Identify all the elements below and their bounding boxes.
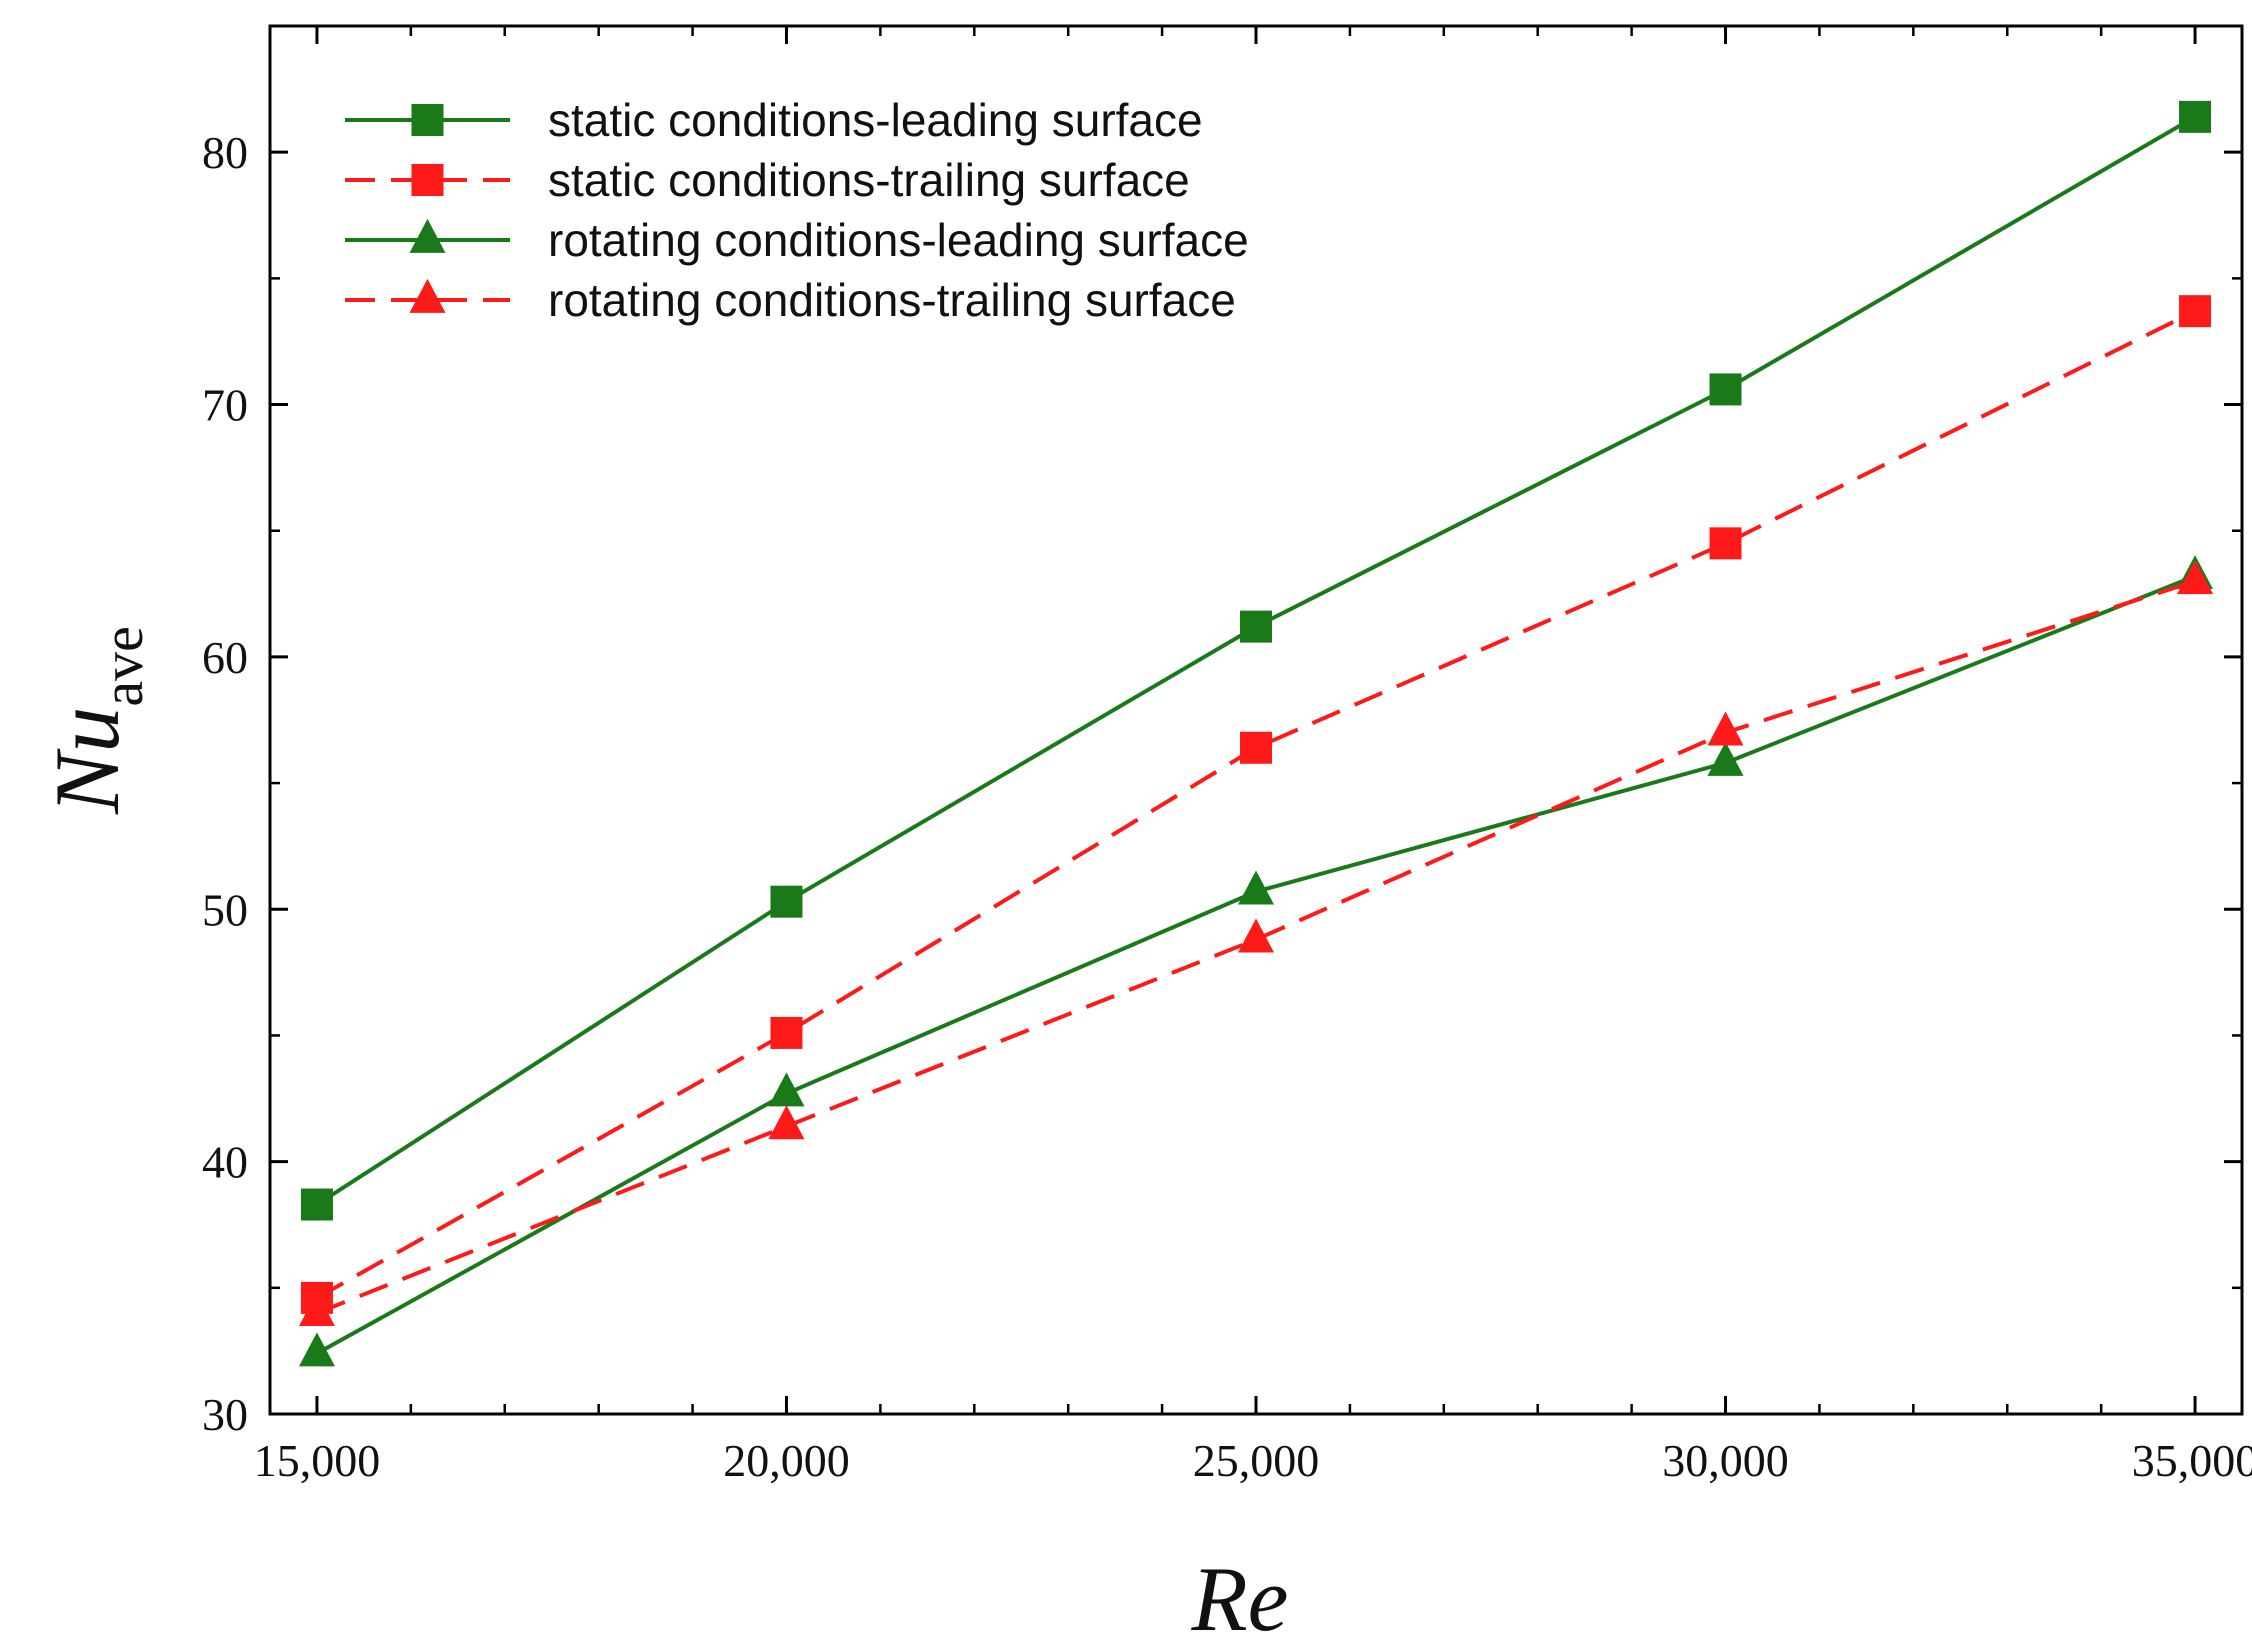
data-point <box>770 1016 803 1049</box>
axis-titles: Re Nuave <box>36 626 1289 1650</box>
legend-marker <box>411 104 444 136</box>
x-axis-title: Re <box>1190 1548 1288 1650</box>
data-point <box>2179 295 2212 328</box>
data-point <box>1238 918 1274 953</box>
y-tick-label: 50 <box>202 884 248 935</box>
legend-item-3: rotating conditions-leading surface <box>345 214 1249 266</box>
y-tick-label: 80 <box>202 127 248 178</box>
legend-item-2: static conditions-trailing surface <box>345 154 1190 206</box>
y-tick-label: 40 <box>202 1137 248 1188</box>
y-axis-title-subscript: ave <box>90 626 155 707</box>
axis-ticks: 15,000 20,000 25,000 30,000 35,000 30 40 50 60 70… <box>202 26 2252 1486</box>
y-tick-label: 30 <box>202 1389 248 1440</box>
data-point <box>1240 610 1272 643</box>
legend-item-4: rotating conditions-trailing surface <box>345 274 1236 326</box>
legend-label: static conditions-trailing surface <box>548 154 1190 206</box>
data-point <box>1707 711 1744 746</box>
x-tick-label: 35,000 <box>2132 1435 2252 1486</box>
x-tick-label: 20,000 <box>723 1435 850 1486</box>
data-point <box>1709 373 1742 406</box>
x-tick-label: 25,000 <box>1193 1435 1320 1486</box>
legend-marker <box>409 218 446 253</box>
series-1 <box>300 100 2212 1221</box>
data-point <box>1238 870 1274 905</box>
data-point <box>298 1332 335 1367</box>
x-tick-label: 15,000 <box>254 1435 381 1486</box>
data-point <box>1709 527 1742 560</box>
legend-marker <box>409 278 446 313</box>
y-axis-title: Nuave <box>36 626 155 815</box>
data-point <box>768 1105 805 1140</box>
y-tick-label: 70 <box>202 380 248 431</box>
data-point <box>298 1291 335 1326</box>
series-line <box>316 579 2196 1315</box>
data-point <box>2177 560 2214 595</box>
legend: static conditions-leading surface static … <box>345 94 1249 326</box>
data-point <box>1240 731 1272 764</box>
x-tick-label: 30,000 <box>1662 1435 1789 1486</box>
data-point <box>300 1188 333 1221</box>
data-point <box>770 885 803 918</box>
legend-label: static conditions-leading surface <box>548 94 1203 146</box>
series-line <box>315 309 2196 1300</box>
series-4 <box>298 560 2214 1326</box>
data-point <box>768 1072 805 1107</box>
legend-label: rotating conditions-leading surface <box>548 214 1249 266</box>
legend-label: rotating conditions-trailing surface <box>548 274 1236 326</box>
data-point <box>1707 741 1744 776</box>
legend-item-1: static conditions-leading surface <box>345 94 1203 146</box>
legend-marker <box>411 164 444 196</box>
series-layer <box>298 100 2214 1367</box>
data-point <box>2179 100 2212 133</box>
y-tick-label: 60 <box>202 632 248 683</box>
y-axis-title-main: Nu <box>36 707 138 815</box>
